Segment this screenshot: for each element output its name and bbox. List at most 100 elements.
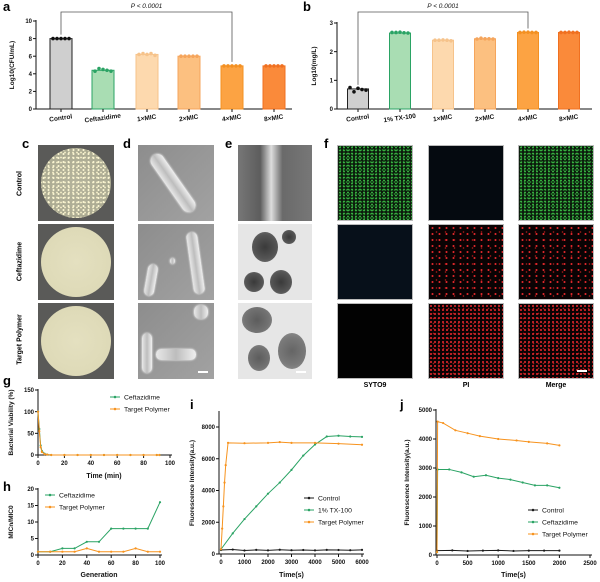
chart-j-data-point xyxy=(546,442,549,445)
chart-i-legend-label: Target Polymer xyxy=(318,519,364,526)
panel-label-h: h xyxy=(3,479,11,494)
tem-target-polymer-image xyxy=(238,303,312,379)
chart-i-y-tick-label: 6000 xyxy=(202,457,216,463)
chart-j-y-tick-label: 1000 xyxy=(419,524,433,530)
chart-h-data-point xyxy=(158,501,162,504)
panel-label-d: d xyxy=(123,136,131,151)
chart-i-data-point xyxy=(231,548,234,551)
chart-i-x-tick-label: 5000 xyxy=(332,560,346,566)
chart-a-y-tick-label: 8 xyxy=(29,37,33,43)
chart-j-data-point xyxy=(515,439,518,442)
chart-b-data-point xyxy=(348,85,352,90)
chart-g-x-tick-label: 0 xyxy=(36,461,40,467)
chart-j-legend-marker xyxy=(531,508,535,512)
chart-a-bar xyxy=(262,65,286,110)
chart-j-y-tick-label: 5000 xyxy=(419,408,433,414)
chart-a: 0 2 4 6 8 10 Log10(CFU/mL) Control Ceftazidime 1×… xyxy=(9,3,292,125)
chart-j-y-tick-label: 3000 xyxy=(419,466,433,472)
chart-j-data-point xyxy=(546,484,549,487)
chart-g-legend-marker xyxy=(113,407,117,411)
chart-i-x-tick-label: 0 xyxy=(219,560,223,566)
fluorescence-pi-control-image xyxy=(428,145,504,221)
chart-a-data-point xyxy=(234,64,238,68)
chart-a-y-tick-label: 2 xyxy=(29,90,33,96)
chart-i-legend-label: 1% TX-100 xyxy=(318,507,352,514)
chart-i-data-point xyxy=(349,549,352,552)
chart-b-data-point xyxy=(487,36,491,41)
chart-i-data-point xyxy=(223,481,226,484)
chart-h-data-point xyxy=(110,527,113,530)
chart-i-y-tick-label: 4000 xyxy=(202,489,216,495)
chart-b-y-tick-label: 3 xyxy=(330,21,334,27)
chart-b-data-point xyxy=(534,30,538,35)
chart-b-bar xyxy=(347,88,369,110)
chart-j-x-tick-label: 2000 xyxy=(553,561,567,567)
chart-a-data-point xyxy=(63,36,67,41)
chart-b-data-point xyxy=(390,30,394,35)
chart-b-x-tick-label: 1×MIC xyxy=(433,114,453,124)
chart-i-x-tick-label: 4000 xyxy=(308,560,322,566)
chart-i-data-point xyxy=(255,548,258,551)
chart-b-data-point xyxy=(398,30,402,34)
chart-j-data-point xyxy=(512,549,515,553)
chart-b-data-point xyxy=(479,36,483,40)
chart-b-data-point xyxy=(360,87,364,92)
chart-j-data-point xyxy=(558,486,561,489)
chart-g-data-point xyxy=(116,453,119,457)
panel-label-a: a xyxy=(3,0,11,14)
chart-b-data-point xyxy=(433,38,437,42)
chart-a-x-tick-label: 2×MIC xyxy=(179,114,199,124)
chart-i-data-point xyxy=(337,548,340,552)
chart-a-bar xyxy=(177,55,201,110)
chart-j-data-point xyxy=(466,549,469,553)
chart-b-data-point xyxy=(449,38,453,43)
chart-i-series-line xyxy=(220,441,363,550)
chart-a-data-point xyxy=(109,69,113,73)
chart-a-data-point xyxy=(67,36,71,41)
chart-j-legend-label: Control xyxy=(542,507,564,514)
chart-i-x-tick-label: 2000 xyxy=(261,560,275,566)
chart-a-data-point xyxy=(101,67,105,72)
chart-a-significance-bracket xyxy=(60,11,233,62)
chart-a-y-tick-label: 10 xyxy=(25,19,32,25)
panel-label-e: e xyxy=(225,136,233,151)
chart-h-data-point xyxy=(61,550,64,553)
chart-g-x-tick-label: 40 xyxy=(87,461,94,467)
chart-h-data-point xyxy=(61,547,64,550)
chart-a-data-point xyxy=(272,64,276,68)
chart-h-data-point xyxy=(110,550,113,553)
chart-h-legend-label: Ceftazidime xyxy=(59,492,95,499)
chart-i-data-point xyxy=(255,505,258,508)
chart-j-y-axis-label: Fluorescence Intensity(a.u.) xyxy=(404,440,411,526)
chart-j-data-point xyxy=(460,471,463,474)
chart-a-data-point xyxy=(59,36,63,41)
chart-h-data-point xyxy=(49,550,52,553)
chart-b-x-tick-label: 1% TX-100 xyxy=(383,113,417,125)
chart-a-data-point xyxy=(195,54,199,58)
chart-a-y-axis-label: Log10(CFU/mL) xyxy=(9,41,16,89)
chart-b-x-tick-label: Control xyxy=(346,113,370,123)
chart-b-data-point xyxy=(491,37,495,41)
chart-h-data-point xyxy=(73,550,76,553)
chart-b-data-point xyxy=(441,38,445,42)
chart-a-bar xyxy=(220,65,244,110)
chart-h-x-tick-label: 100 xyxy=(155,561,166,567)
chart-i-data-point xyxy=(360,443,364,446)
chart-b-data-point xyxy=(352,90,356,94)
chart-i-data-point xyxy=(290,468,293,471)
chart-h: 0 5 10 15 20 MICn/MIC0 0 20 40 60 80 100 Generation C… xyxy=(8,487,166,579)
chart-j-data-point xyxy=(448,468,451,471)
chart-i-data-point xyxy=(337,442,340,445)
chart-a-data-point xyxy=(179,54,183,58)
chart-i-data-point xyxy=(224,464,227,467)
chart-j-data-point xyxy=(466,432,469,435)
chart-i-data-point xyxy=(360,548,364,551)
chart-a-data-point xyxy=(97,66,101,71)
fluorescence-pi-target-polymer-image xyxy=(428,303,504,379)
chart-j-data-point xyxy=(543,549,546,552)
chart-a-data-point xyxy=(183,54,187,58)
chart-b-data-point xyxy=(559,30,563,35)
chart-b-data-point xyxy=(483,36,487,41)
chart-i-legend-marker xyxy=(307,496,311,500)
